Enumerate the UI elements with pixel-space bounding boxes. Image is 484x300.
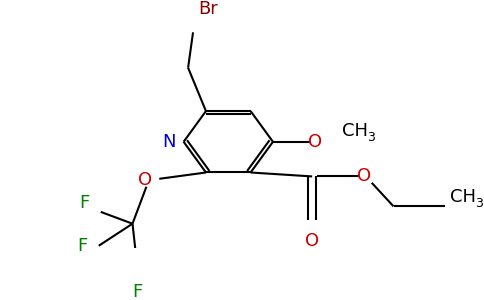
Text: O: O bbox=[307, 133, 322, 151]
Text: F: F bbox=[77, 237, 88, 255]
Text: 3: 3 bbox=[475, 197, 483, 210]
Text: F: F bbox=[132, 283, 143, 300]
Text: CH: CH bbox=[450, 188, 476, 206]
Text: Br: Br bbox=[198, 0, 218, 18]
Text: F: F bbox=[79, 194, 90, 212]
Text: N: N bbox=[162, 133, 176, 151]
Text: CH: CH bbox=[342, 122, 368, 140]
Text: O: O bbox=[138, 171, 152, 189]
Text: 3: 3 bbox=[367, 130, 375, 144]
Text: O: O bbox=[305, 232, 319, 250]
Text: O: O bbox=[357, 167, 371, 185]
